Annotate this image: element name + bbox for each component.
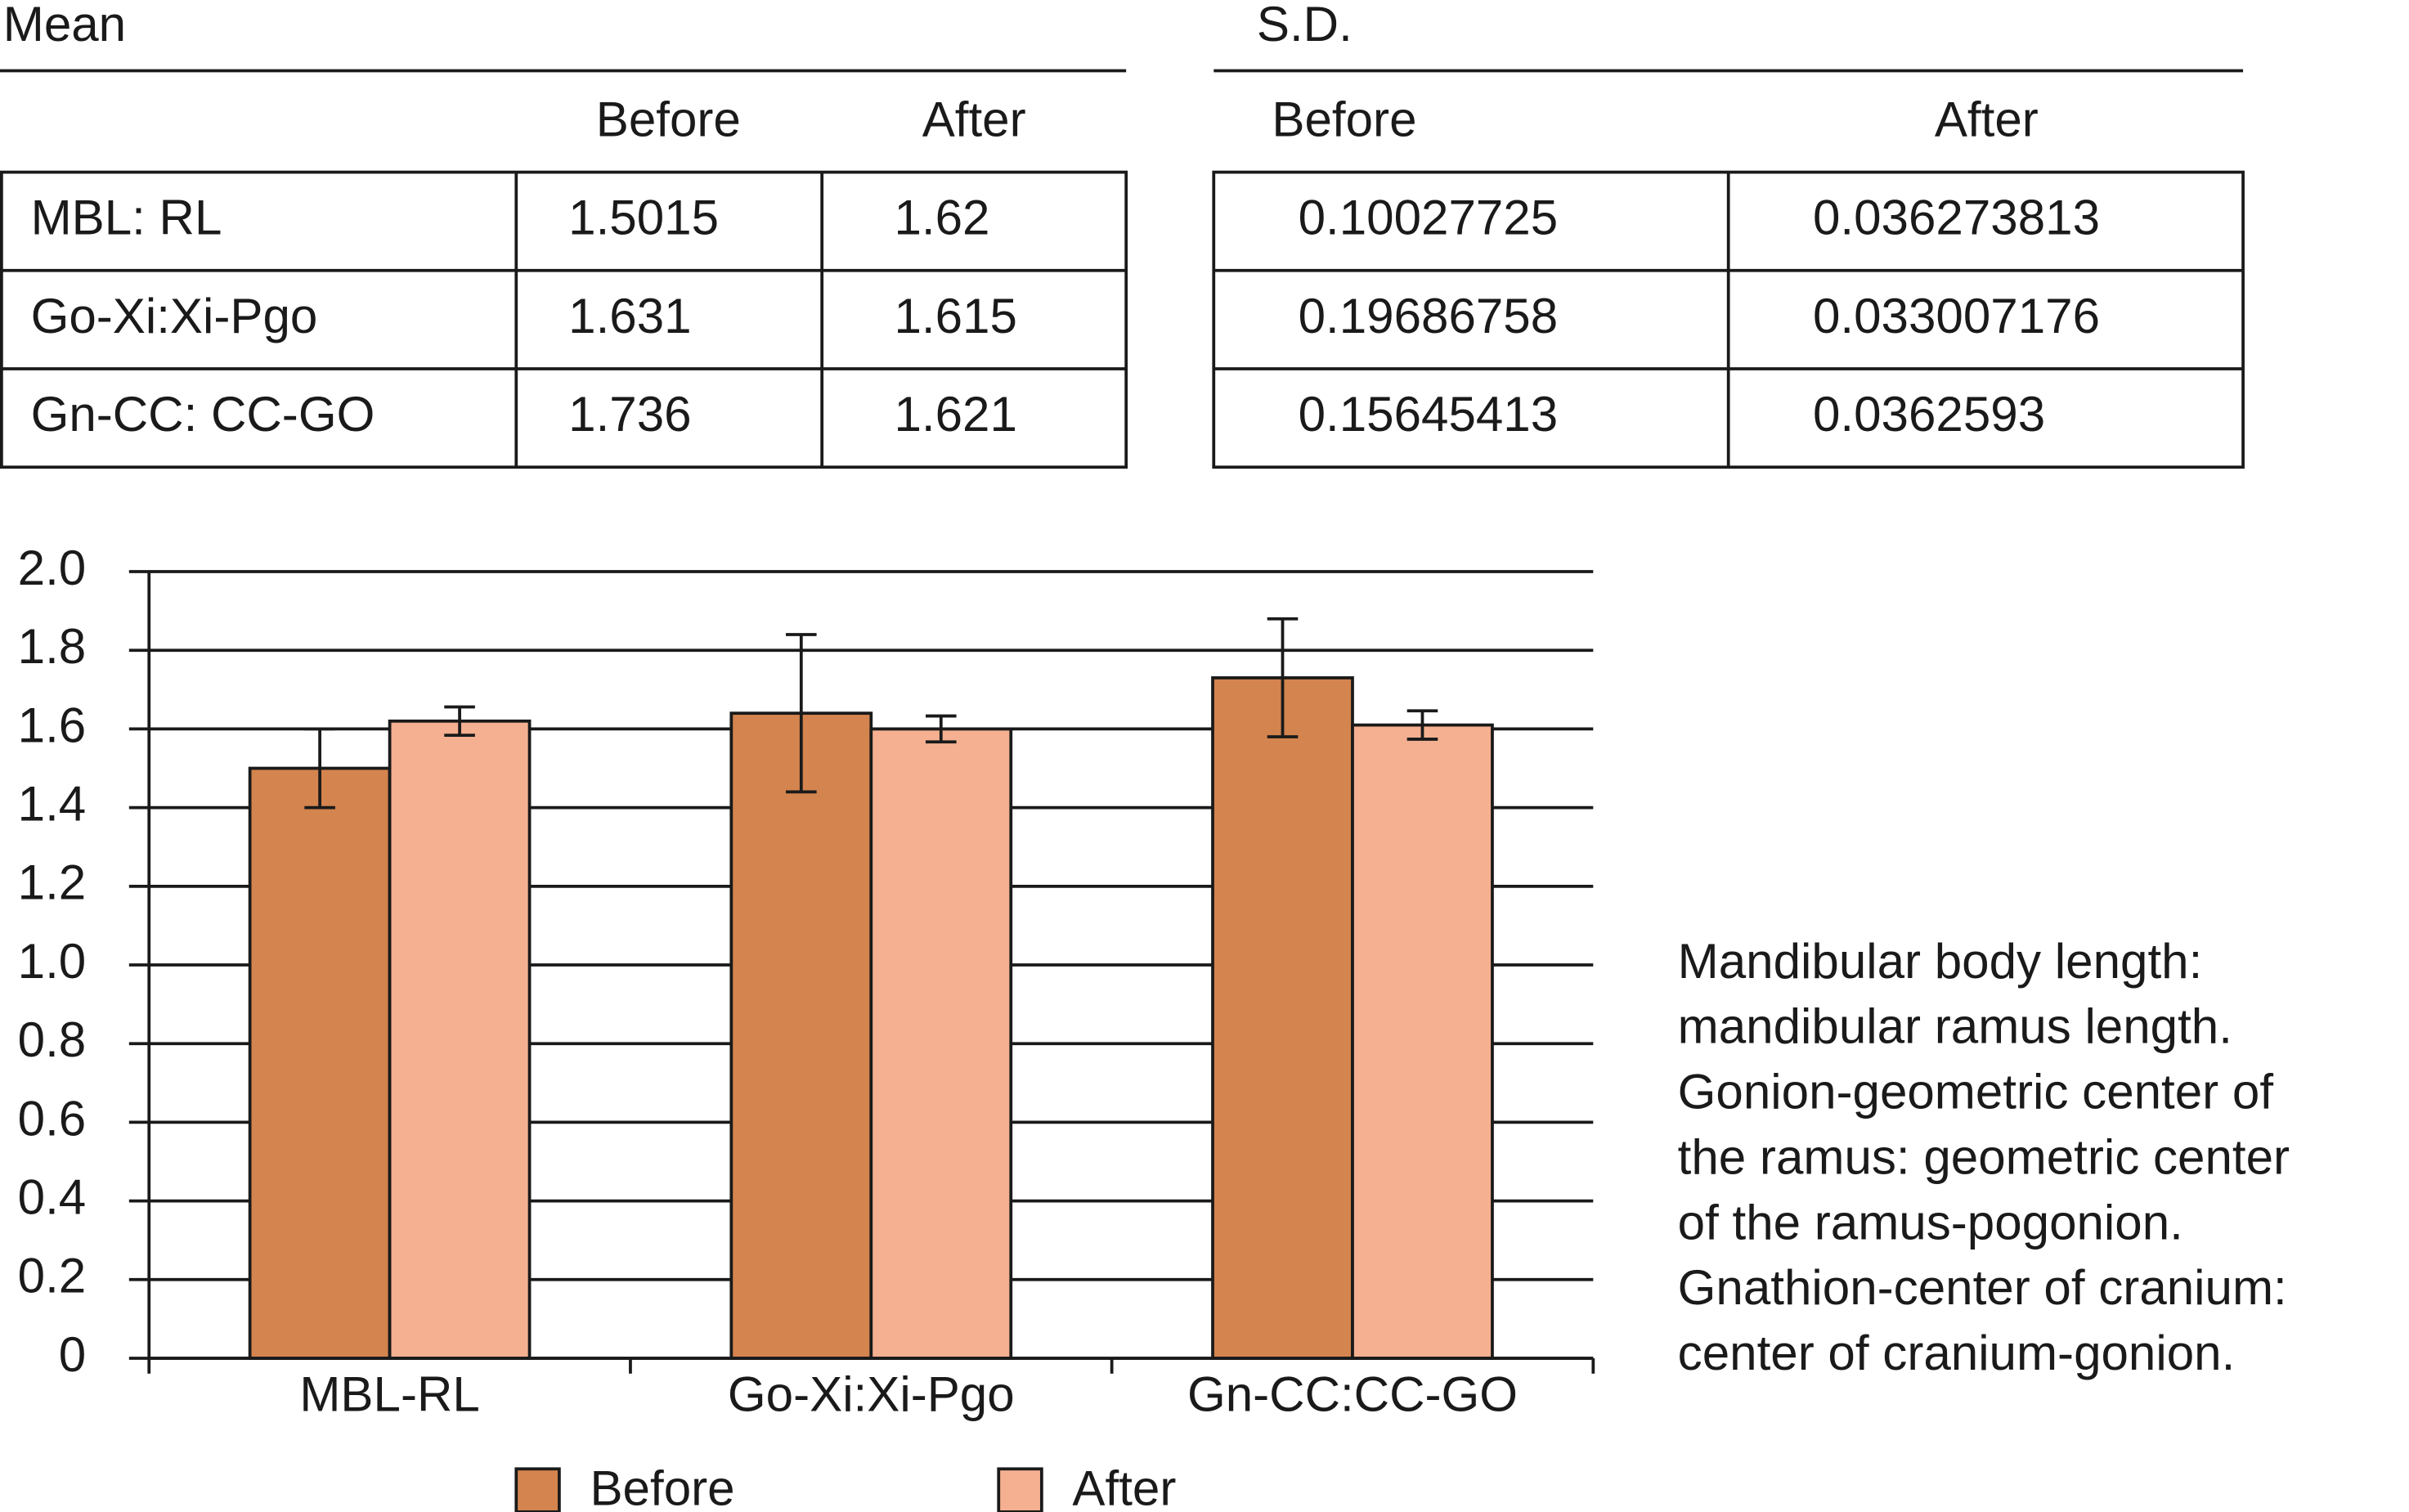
cell: 1.631	[568, 289, 691, 343]
x-tick-label: Go-Xi:Xi-Pgo	[728, 1367, 1015, 1422]
row-label: MBL: RL	[31, 191, 222, 245]
y-tick-label: 1.8	[18, 619, 87, 674]
y-tick-label: 0.4	[18, 1169, 87, 1224]
note-line: mandibular ramus length.	[1678, 999, 2232, 1054]
bar	[869, 727, 1013, 1360]
bar	[248, 766, 392, 1360]
note-line: of the ramus-pogonion.	[1678, 1195, 2183, 1250]
cell: 0.0362593	[1813, 387, 2045, 442]
table-title: Mean	[3, 0, 126, 52]
table-title: S.D.	[1257, 0, 1353, 52]
cell: 0.033007176	[1813, 289, 2100, 343]
y-tick-label: 2.0	[18, 541, 87, 595]
column-header: After	[922, 92, 1026, 146]
bar	[1211, 676, 1354, 1360]
column-header: After	[1935, 92, 2039, 146]
row-label: Go-Xi:Xi-Pgo	[31, 289, 318, 343]
column-header: Before	[1272, 92, 1416, 146]
bar	[1351, 723, 1494, 1360]
legend-swatch	[514, 1467, 561, 1512]
y-tick-label: 1.4	[18, 777, 87, 832]
legend-swatch	[997, 1467, 1043, 1512]
bar	[729, 711, 873, 1360]
note-line: Gonion-geometric center of	[1678, 1065, 2274, 1119]
y-tick-label: 1.6	[18, 698, 87, 752]
cell: 0.19686758	[1299, 289, 1559, 343]
cell: 1.621	[894, 387, 1016, 442]
legend-label: Before	[590, 1460, 734, 1512]
y-tick-label: 0	[59, 1327, 86, 1382]
column-header: Before	[596, 92, 741, 146]
y-tick-label: 1.0	[18, 934, 87, 989]
y-tick-label: 1.2	[18, 855, 87, 910]
table-border	[0, 170, 1128, 469]
table-frames	[0, 69, 2245, 469]
bar	[388, 719, 532, 1360]
row-label: Gn-CC: CC-GO	[31, 387, 375, 442]
cell: 1.5015	[568, 191, 719, 245]
cell: 0.10027725	[1299, 191, 1559, 245]
note-line: Mandibular body length:	[1678, 934, 2203, 989]
x-tick-label: MBL-RL	[299, 1367, 479, 1422]
note-line: Gnathion-center of cranium:	[1678, 1260, 2287, 1315]
legend-label: After	[1072, 1460, 1176, 1512]
cell: 1.62	[894, 191, 989, 245]
cell: 1.736	[568, 387, 691, 442]
y-tick-label: 0.6	[18, 1091, 87, 1146]
note-line: center of cranium-gonion.	[1678, 1326, 2236, 1380]
x-tick-label: Gn-CC:CC-GO	[1187, 1367, 1518, 1422]
note-line: the ramus: geometric center	[1678, 1129, 2290, 1184]
cell: 0.15645413	[1299, 387, 1559, 442]
cell: 0.036273813	[1813, 191, 2100, 245]
cell: 1.615	[894, 289, 1016, 343]
y-tick-label: 0.8	[18, 1012, 87, 1067]
y-tick-label: 0.2	[18, 1249, 87, 1303]
